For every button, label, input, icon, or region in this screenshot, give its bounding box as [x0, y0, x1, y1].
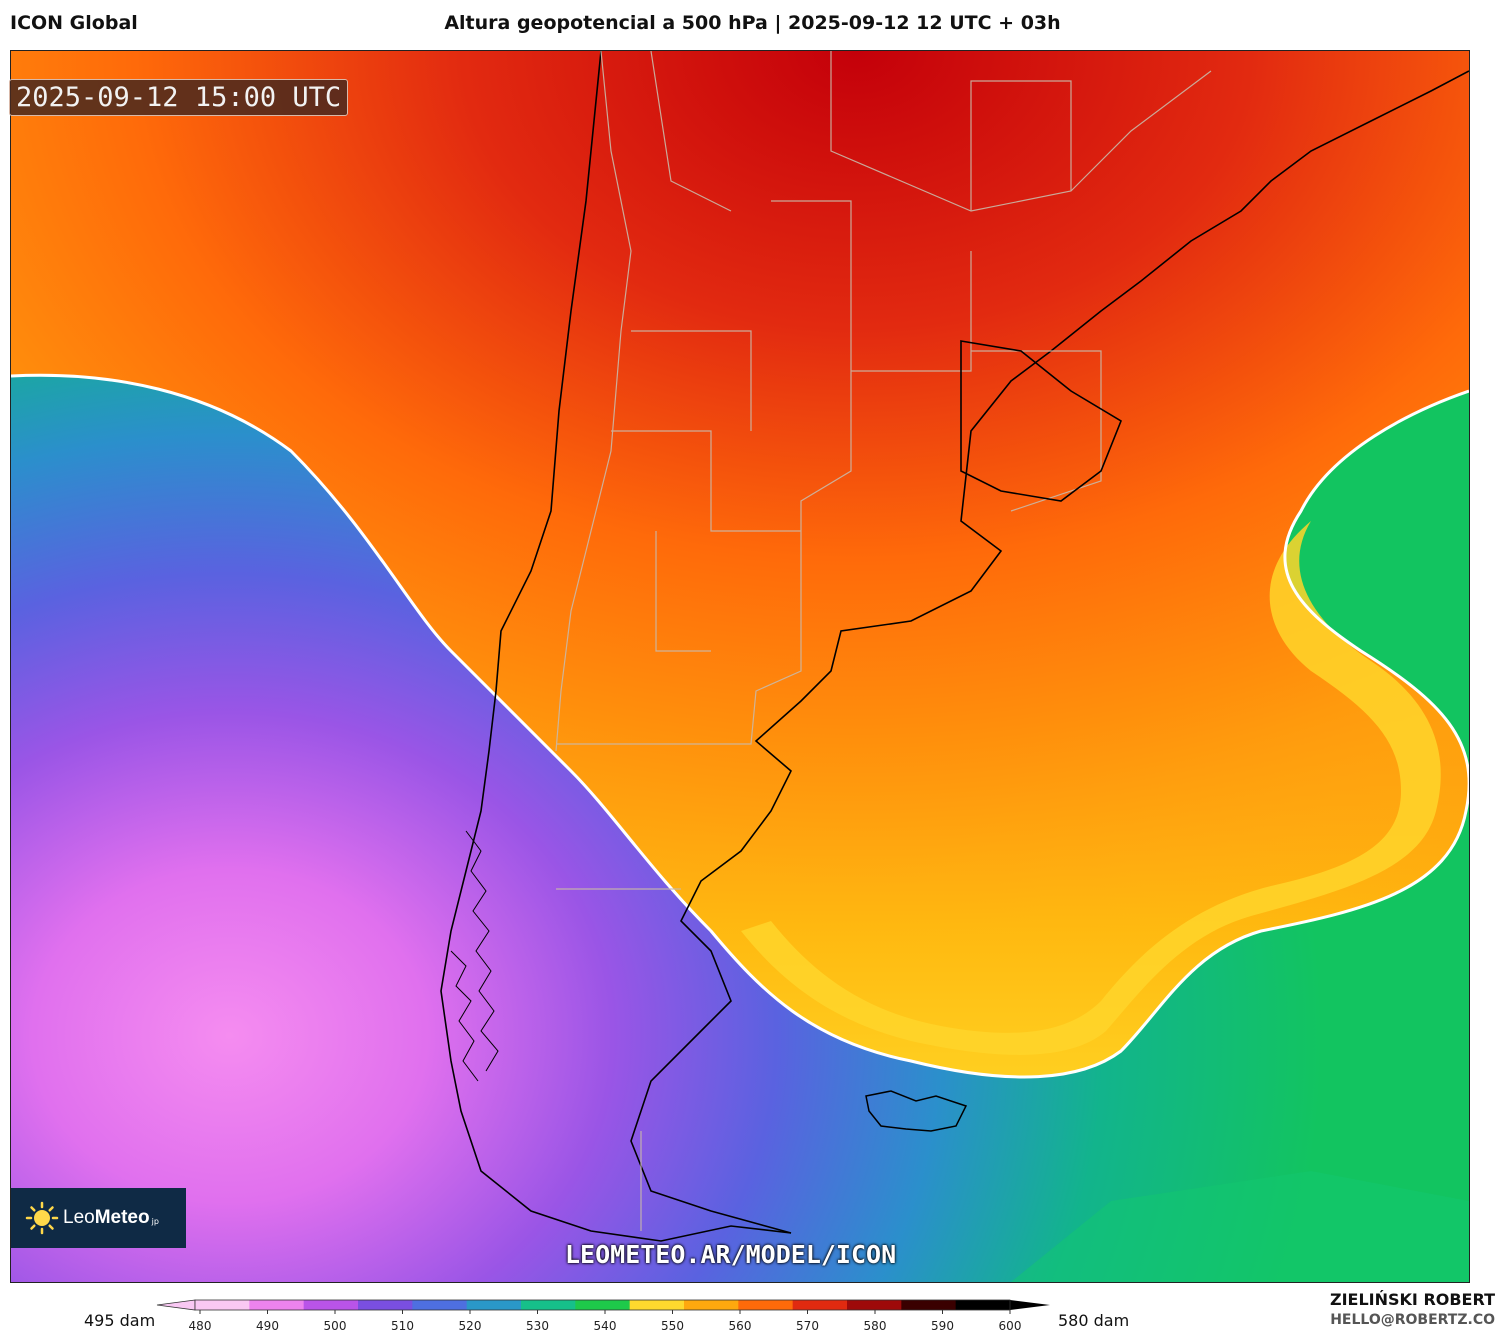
valid-time-label: 2025-09-12 15:00 UTC: [9, 79, 349, 116]
geopotential-map: [11, 51, 1469, 1282]
colorbar-tick-label: 530: [526, 1319, 549, 1333]
province-borders: [555, 51, 1212, 1231]
colorbar-segment: [792, 1300, 848, 1310]
colorbar-segment: [684, 1300, 739, 1310]
author-credit: ZIELIŃSKI ROBERT HELLO@ROBERTZ.CO: [1330, 1290, 1495, 1328]
colorbar-tick-label: 540: [594, 1319, 617, 1333]
author-email[interactable]: HELLO@ROBERTZ.CO: [1330, 1312, 1495, 1328]
colorbar-arrow-low: [156, 1299, 196, 1311]
colorbar-tick-label: 590: [931, 1319, 954, 1333]
colorbar-tick-label: 490: [256, 1319, 279, 1333]
logo-text: LeoMeteo: [63, 1207, 150, 1228]
colorbar-segment: [195, 1300, 250, 1310]
colorbar-tick-label: 520: [459, 1319, 482, 1333]
colorbar-tick-label: 480: [189, 1319, 212, 1333]
map-title: Altura geopotencial a 500 hPa | 2025-09-…: [444, 12, 1061, 34]
colorbar: 480 490 500 510 520 530 540 550 560 570 580 590 600: [156, 1299, 1050, 1333]
colorbar-segment: [521, 1300, 576, 1310]
falkland-islands: [865, 1090, 968, 1132]
model-name: ICON Global: [10, 12, 138, 34]
colorbar-segment: [629, 1300, 685, 1310]
leometeo-logo[interactable]: LeoMeteo jp: [11, 1188, 186, 1248]
colorbar-tick-label: 570: [796, 1319, 819, 1333]
colorbar-arrow-high: [1010, 1300, 1050, 1310]
colorbar-segment: [575, 1300, 631, 1310]
colorbar-segment: [249, 1300, 305, 1310]
colorbar-tick-label: 580: [864, 1319, 887, 1333]
colorbar-segment: [412, 1300, 468, 1310]
chile-fjords: [450, 830, 499, 1082]
colorbar-max-label: 580 dam: [1058, 1311, 1130, 1330]
uruguay-border: [960, 340, 1122, 502]
colorbar-segment: [466, 1300, 522, 1310]
logo-suffix: jp: [151, 1216, 159, 1226]
colorbar-tick-label: 500: [324, 1319, 347, 1333]
colorbar-min-label: 495 dam: [84, 1311, 156, 1330]
colorbar-segment: [955, 1300, 1011, 1310]
colorbar-segment: [738, 1300, 794, 1310]
colorbar-tick-label: 600: [999, 1319, 1022, 1333]
colorbar-segment: [847, 1300, 902, 1310]
colorbar-segment: [303, 1300, 359, 1310]
author-name: ZIELIŃSKI ROBERT: [1329, 1290, 1495, 1309]
contour-552: [11, 373, 1469, 1079]
coastline: [440, 51, 1469, 1242]
sun-icon: [25, 1201, 59, 1235]
map-panel: [10, 50, 1470, 1283]
colorbar-tick-label: 510: [391, 1319, 414, 1333]
colorbar-tick-label: 550: [661, 1319, 684, 1333]
colorbar-frame: [194, 1299, 1011, 1311]
colorbar-segment: [901, 1300, 957, 1310]
source-watermark[interactable]: LEOMETEO.AR/MODEL/ICON: [565, 1240, 897, 1269]
colorbar-segment: [358, 1300, 413, 1310]
colorbar-tick-label: 560: [729, 1319, 752, 1333]
